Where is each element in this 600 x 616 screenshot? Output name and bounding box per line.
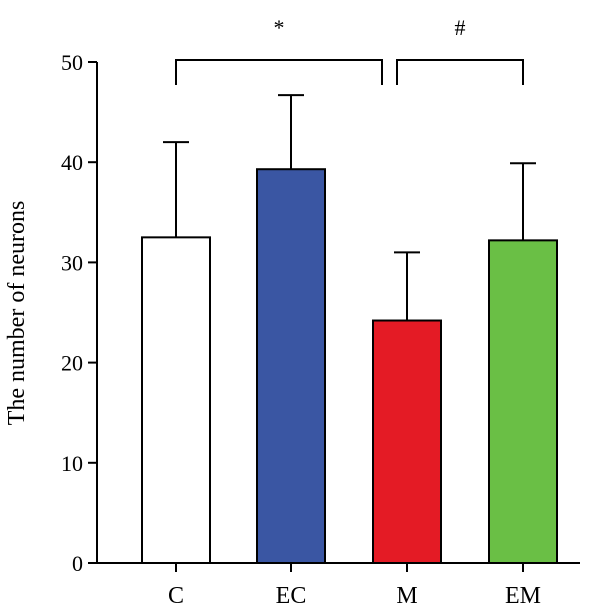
significance-marker: # (455, 15, 466, 40)
y-tick-label: 50 (61, 50, 83, 75)
significance-brackets: * # (175, 15, 524, 85)
bars (141, 168, 558, 565)
significance-bracket (175, 59, 383, 85)
bar-m (372, 319, 442, 564)
y-axis-label: The number of neurons (4, 201, 30, 426)
y-tick-label: 40 (61, 150, 83, 175)
bar-ec (256, 168, 326, 565)
y-axis: 0 10 20 30 40 50 (61, 50, 98, 576)
y-tick-label: 0 (72, 551, 83, 576)
bar-em (488, 239, 558, 565)
x-tick-label-ec: EC (276, 583, 307, 609)
x-tick-label-m: M (396, 583, 417, 609)
x-axis: C EC M EM (96, 562, 580, 609)
y-tick-label: 30 (61, 250, 83, 275)
error-bars (163, 94, 536, 321)
bar-c (141, 236, 211, 564)
y-tick-label: 10 (61, 451, 83, 476)
x-tick-label-em: EM (505, 583, 541, 609)
y-tick-label: 20 (61, 351, 83, 376)
significance-bracket (396, 59, 524, 85)
x-tick-label-c: C (168, 583, 184, 609)
significance-marker: * (274, 15, 285, 40)
